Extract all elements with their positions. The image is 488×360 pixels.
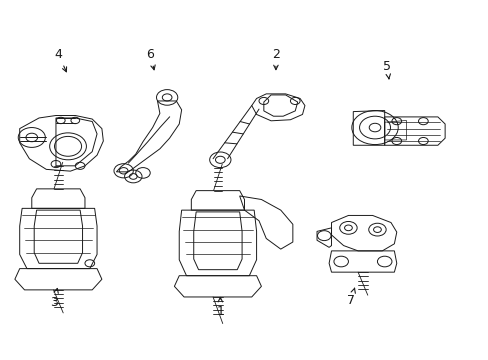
Text: 3: 3 — [49, 288, 58, 309]
Text: 2: 2 — [271, 48, 279, 69]
Text: 7: 7 — [346, 288, 355, 307]
Text: 5: 5 — [382, 60, 390, 79]
Text: 6: 6 — [146, 48, 155, 70]
Text: 4: 4 — [54, 48, 66, 72]
Text: 1: 1 — [216, 297, 224, 318]
